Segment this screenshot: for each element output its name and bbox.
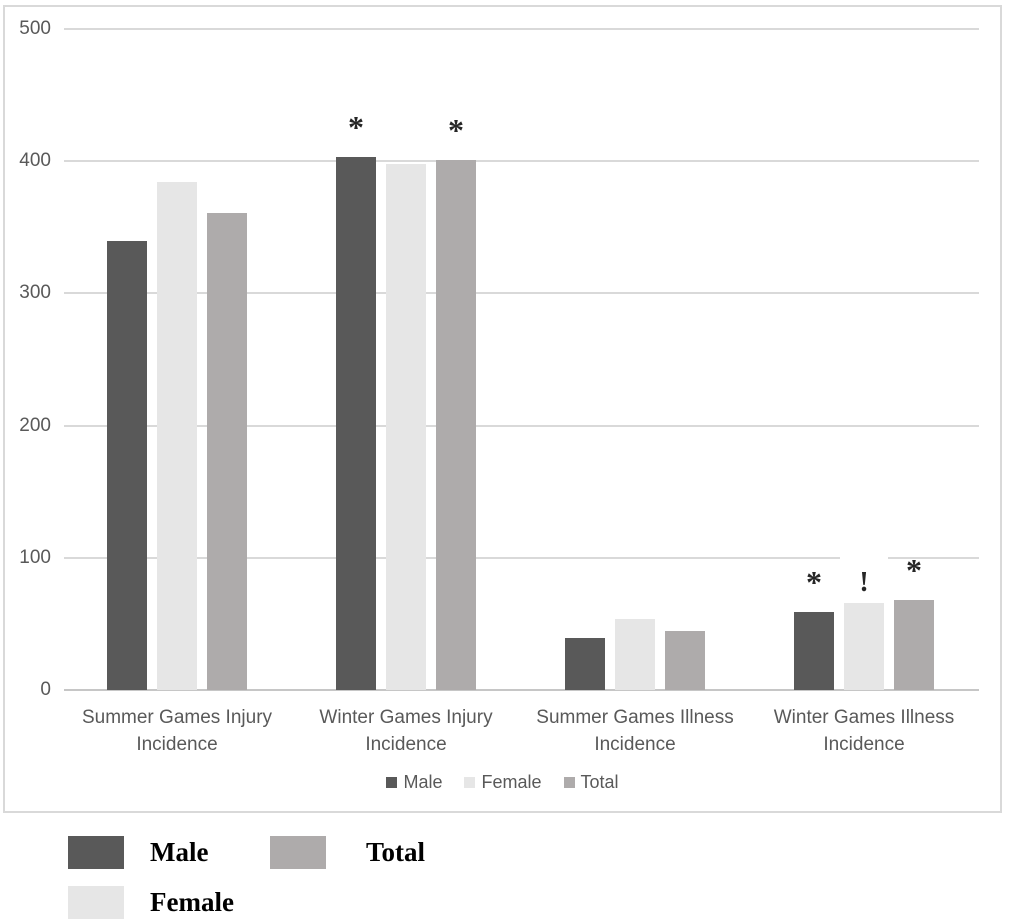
bar-female-group3 [615,618,655,690]
bar-female-group2 [386,163,426,690]
bar-total-group1 [207,212,247,690]
category-label: Summer Games Illness Incidence [520,704,750,758]
x-axis-line [64,689,979,691]
bar-male-group1 [107,240,147,690]
outer-legend-swatch-female [68,886,124,919]
legend-swatch-icon [464,776,476,788]
category-label: Winter Games Illness Incidence [749,704,979,758]
gridline [64,292,979,295]
significance-marker: * [906,552,922,589]
y-axis-tick-label: 0 [40,679,51,700]
gridline [64,160,979,163]
bar-total-group2 [436,159,476,690]
legend-item-female: Female [464,771,542,793]
outer-legend-swatch-total [270,836,326,869]
bar-total-group3 [665,630,705,690]
bar-female-group1 [157,182,197,690]
gridline [64,28,979,30]
bar-female-group4 [844,602,884,690]
y-axis-tick-label: 500 [19,18,51,39]
category-label-line: Incidence [136,734,218,755]
y-axis-tick-label: 100 [19,546,51,568]
significance-marker: * [448,111,464,148]
plot-area: 0 100 200 300 400 500 Summer Games Injury Incid… [5,7,1000,811]
chart-panel: 0 100 200 300 400 500 Summer Games Injury Incid… [3,5,1002,813]
legend-item-male: Male [386,772,442,793]
bar-male-group4 [794,612,834,690]
gridline [64,424,979,427]
significance-marker: ! [840,540,888,599]
outer-legend-label-male: Male [150,837,209,867]
legend-item-label: Male [403,771,443,792]
category-label-line: Incidence [823,734,905,755]
y-axis-tick-label: 300 [19,282,51,304]
legend-swatch-icon [386,776,398,788]
category-label-line: Incidence [365,734,447,755]
chart-legend: Male Female Total [5,770,1000,794]
legend-item-total: Total [563,771,619,793]
y-axis-tick-label: 200 [19,414,51,436]
legend-item-label: Female [481,771,542,792]
significance-marker: * [348,109,364,146]
bar-male-group3 [565,638,605,690]
legend-swatch-icon [563,776,575,788]
gridline [64,556,979,559]
outer-legend-label-total: Total [366,837,426,867]
outer-legend-label-female: Female [150,887,234,917]
category-label-line: Incidence [594,734,676,755]
bar-male-group2 [336,157,376,690]
y-axis-tick-label: 400 [19,150,51,172]
outer-legend-swatch-male [68,836,124,869]
category-label-line: Winter Games Illness [773,707,955,728]
category-label: Summer Games Injury Incidence [62,704,292,758]
legend-item-label: Total [580,771,619,792]
category-label-line: Summer Games Illness [536,707,734,728]
category-label: Winter Games Injury Incidence [291,704,521,758]
bar-total-group4 [894,600,934,690]
category-label-line: Winter Games Injury [319,707,493,728]
category-label-line: Summer Games Injury [81,707,273,728]
significance-marker: * [806,564,822,600]
